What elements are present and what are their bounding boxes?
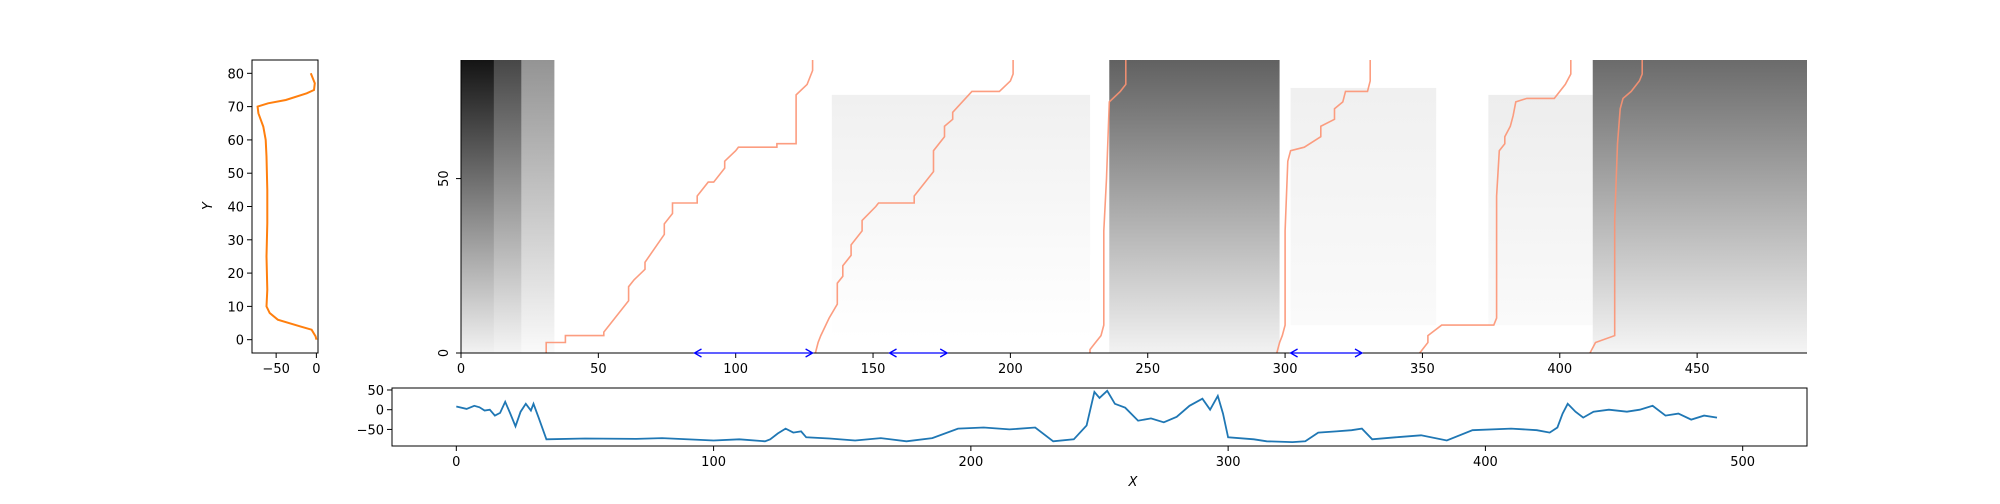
heatmap-shade-block bbox=[1488, 94, 1593, 326]
main-x-ticks: 0 50 100 150 200 250 300 350 400 450 bbox=[457, 352, 1807, 377]
heatmap-shade-block bbox=[831, 94, 1091, 340]
interval-arrow-head-right bbox=[1354, 348, 1364, 358]
interval-arrow-head-left bbox=[1289, 348, 1298, 358]
bottom-x-tick-label: 500 bbox=[1730, 455, 1755, 470]
bottom-x-tick-label: 400 bbox=[1473, 455, 1498, 470]
left-profile-panel: 0 10 20 30 40 50 60 70 80 −50 0 Y bbox=[201, 59, 321, 377]
left-x-tick-label: 0 bbox=[312, 362, 320, 377]
warp-path-line bbox=[814, 60, 1014, 353]
main-x-tick-label: 100 bbox=[723, 362, 748, 377]
left-x-ticks: −50 0 bbox=[262, 353, 321, 377]
interval-arrow-head-right bbox=[805, 348, 814, 358]
interval-arrow-head-left bbox=[888, 348, 897, 358]
main-x-tick-label: 300 bbox=[1273, 362, 1298, 377]
left-profile-plot-area bbox=[256, 72, 318, 340]
main-y-tick-label: 50 bbox=[437, 170, 452, 187]
left-y-ticks: 0 10 20 30 40 50 60 70 80 bbox=[227, 67, 252, 349]
warp-path-line bbox=[1589, 60, 1643, 353]
heatmap-shade-block bbox=[493, 60, 522, 353]
left-profile-frame bbox=[251, 59, 319, 354]
bottom-profile-panel: −50 0 50 0 100 200 300 400 500 X bbox=[357, 384, 1808, 490]
left-y-tick-label: 30 bbox=[227, 234, 244, 249]
bottom-x-tick-label: 100 bbox=[701, 455, 726, 470]
interval-arrow bbox=[1289, 348, 1364, 358]
left-y-tick-label: 80 bbox=[227, 67, 244, 82]
left-y-tick-label: 70 bbox=[227, 101, 244, 116]
main-x-tick-label: 450 bbox=[1685, 362, 1710, 377]
heatmap-shade-block bbox=[1109, 60, 1280, 353]
main-x-tick-label: 350 bbox=[1410, 362, 1435, 377]
main-y-ticks: 0 50 bbox=[437, 60, 462, 357]
main-x-tick-label: 400 bbox=[1547, 362, 1572, 377]
bottom-y-tick-label: 50 bbox=[367, 384, 384, 399]
main-x-tick-label: 150 bbox=[861, 362, 886, 377]
main-heatmap-panel: 0 50 0 50 100 150 200 250 300 350 400 450 bbox=[437, 60, 1807, 377]
left-y-tick-label: 0 bbox=[236, 334, 244, 349]
bottom-y-ticks: −50 0 50 bbox=[357, 384, 392, 438]
warp-path-line bbox=[545, 60, 814, 353]
warp-path-line bbox=[1419, 60, 1572, 353]
main-x-tick-label: 50 bbox=[590, 362, 607, 377]
warp-path-line bbox=[1276, 60, 1371, 353]
heatmap-shade-block bbox=[1290, 87, 1437, 326]
bottom-x-axis-label: X bbox=[1128, 475, 1139, 490]
left-y-tick-label: 10 bbox=[227, 300, 244, 315]
heatmap-overlay-paths bbox=[545, 60, 1643, 353]
interval-arrow-head-right bbox=[939, 348, 949, 358]
heatmap-shade-block bbox=[461, 60, 494, 353]
bottom-x-ticks: 0 100 200 300 400 500 bbox=[452, 446, 1755, 470]
left-y-tick-label: 60 bbox=[227, 134, 244, 149]
bottom-x-tick-label: 300 bbox=[1216, 455, 1241, 470]
warp-path-line bbox=[1089, 60, 1127, 353]
heatmap-shade-block bbox=[521, 60, 555, 353]
bottom-y-tick-label: 0 bbox=[376, 404, 384, 419]
left-profile-line bbox=[256, 72, 318, 340]
main-y-tick-label: 0 bbox=[437, 349, 452, 357]
main-x-tick-label: 0 bbox=[457, 362, 465, 377]
heatmap-shade-block bbox=[1592, 60, 1807, 353]
interval-arrow-head-left bbox=[693, 348, 702, 358]
main-x-tick-label: 200 bbox=[998, 362, 1023, 377]
interval-arrow bbox=[693, 348, 814, 358]
interval-arrow bbox=[888, 348, 949, 358]
bottom-profile-line bbox=[456, 389, 1718, 444]
bottom-profile-frame bbox=[391, 387, 1808, 447]
left-y-tick-label: 50 bbox=[227, 167, 244, 182]
bottom-y-tick-label: −50 bbox=[357, 423, 384, 438]
interval-arrows bbox=[693, 348, 1364, 358]
bottom-x-tick-label: 200 bbox=[958, 455, 983, 470]
left-y-tick-label: 20 bbox=[227, 267, 244, 282]
bottom-profile-plot-area bbox=[456, 389, 1718, 444]
bottom-x-tick-label: 0 bbox=[452, 455, 460, 470]
main-x-tick-label: 250 bbox=[1135, 362, 1160, 377]
left-y-axis-label: Y bbox=[201, 201, 216, 210]
left-y-tick-label: 40 bbox=[227, 201, 244, 216]
heatmap-shading bbox=[461, 60, 1807, 353]
left-x-tick-label: −50 bbox=[262, 362, 289, 377]
